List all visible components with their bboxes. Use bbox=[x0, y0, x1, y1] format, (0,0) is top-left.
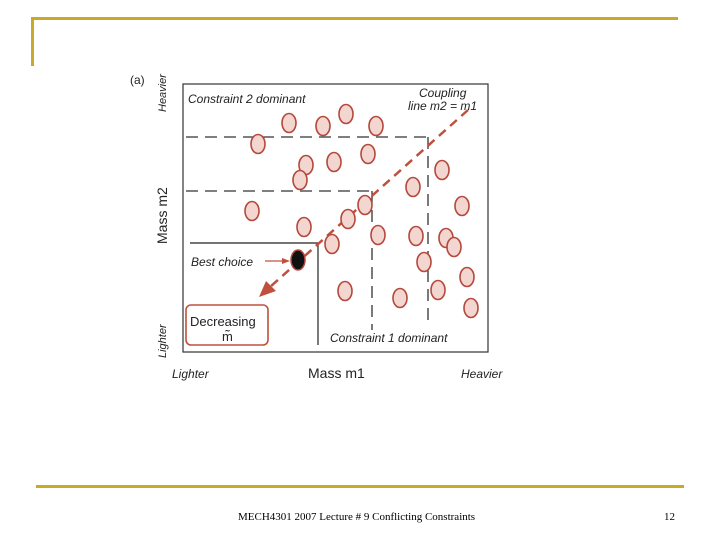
conflicting-constraints-diagram: (a) Constraint 2 dominant Constraint 1 d… bbox=[130, 73, 503, 381]
candidate-marker bbox=[368, 115, 384, 137]
candidate-marker bbox=[392, 287, 408, 309]
candidate-marker bbox=[416, 251, 432, 273]
candidate-marker bbox=[408, 225, 424, 247]
best-choice-pointer bbox=[265, 258, 290, 264]
candidate-marker bbox=[405, 176, 421, 198]
candidate-marker bbox=[357, 194, 373, 216]
candidate-marker bbox=[370, 224, 386, 246]
decreasing-label: Decreasing bbox=[190, 314, 256, 329]
decreasing-box bbox=[185, 304, 269, 346]
y-axis-bottom-label: Lighter bbox=[157, 323, 169, 358]
candidate-marker bbox=[340, 208, 356, 230]
slide-bottom-rule bbox=[36, 485, 684, 488]
candidate-marker bbox=[324, 233, 340, 255]
candidate-marker bbox=[454, 195, 470, 217]
candidate-marker bbox=[446, 236, 462, 258]
panel-label: (a) bbox=[130, 73, 145, 87]
footer-title: MECH4301 2007 Lecture # 9 Conflicting Co… bbox=[238, 511, 476, 523]
coupling-arrowhead bbox=[259, 281, 276, 297]
x-axis-right-label: Heavier bbox=[461, 367, 503, 381]
constraint2-label: Constraint 2 dominant bbox=[188, 92, 306, 106]
candidate-marker bbox=[338, 103, 354, 125]
candidate-marker bbox=[296, 216, 312, 238]
candidate-marker bbox=[315, 115, 331, 137]
candidate-marker bbox=[430, 279, 446, 301]
coupling-label-line1: Coupling bbox=[419, 86, 467, 100]
slide-left-rule bbox=[31, 17, 34, 66]
candidate-marker bbox=[360, 143, 376, 165]
constraint-lines bbox=[186, 136, 429, 330]
candidate-markers bbox=[244, 103, 479, 319]
candidate-marker bbox=[250, 133, 266, 155]
candidate-marker bbox=[463, 297, 479, 319]
decreasing-symbol: m̃ bbox=[222, 329, 233, 344]
candidate-marker bbox=[281, 112, 297, 134]
best-choice-marker bbox=[290, 249, 306, 271]
x-axis-left-label: Lighter bbox=[172, 367, 210, 381]
y-axis-label: Mass m2 bbox=[154, 187, 170, 244]
coupling-label-line2: line m2 = m1 bbox=[408, 99, 477, 113]
candidate-marker bbox=[244, 200, 260, 222]
candidate-marker bbox=[326, 151, 342, 173]
x-axis-label: Mass m1 bbox=[308, 365, 365, 381]
constraint1-label: Constraint 1 dominant bbox=[330, 331, 448, 345]
slide-top-rule bbox=[31, 17, 678, 20]
candidate-marker bbox=[292, 169, 308, 191]
y-axis-top-label: Heavier bbox=[157, 73, 169, 112]
page-number: 12 bbox=[664, 511, 675, 523]
candidate-marker bbox=[459, 266, 475, 288]
best-choice-bounds bbox=[190, 242, 319, 345]
best-choice-label: Best choice bbox=[191, 255, 253, 269]
plot-frame bbox=[182, 83, 489, 353]
coupling-line bbox=[259, 109, 469, 297]
candidate-marker bbox=[434, 159, 450, 181]
candidate-marker bbox=[337, 280, 353, 302]
